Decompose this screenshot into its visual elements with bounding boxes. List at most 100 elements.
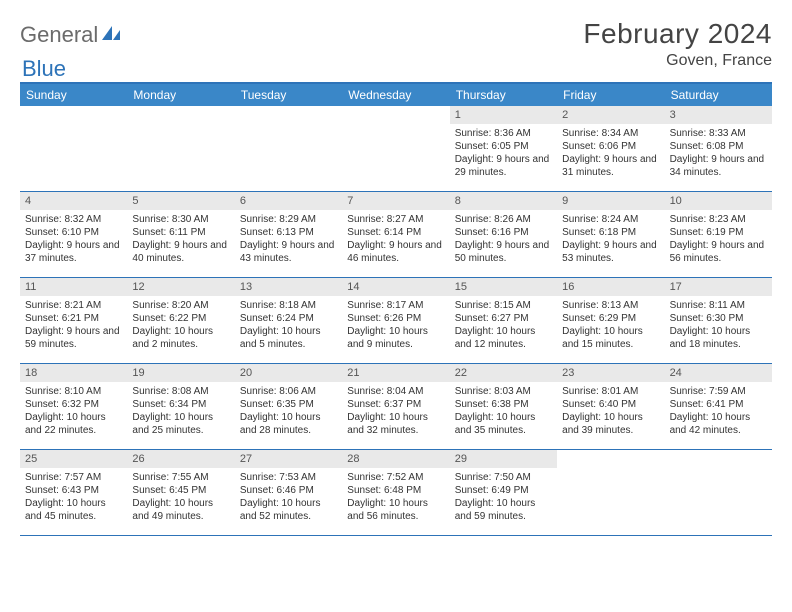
calendar-cell: [557, 450, 664, 536]
day-details: Sunrise: 7:55 AMSunset: 6:45 PMDaylight:…: [127, 470, 234, 526]
sunset-line: Sunset: 6:05 PM: [455, 140, 552, 153]
sunrise-line: Sunrise: 8:30 AM: [132, 213, 229, 226]
logo: General: [20, 18, 122, 48]
calendar-cell: 2Sunrise: 8:34 AMSunset: 6:06 PMDaylight…: [557, 106, 664, 192]
logo-text-1: General: [20, 22, 98, 48]
sunset-line: Sunset: 6:38 PM: [455, 398, 552, 411]
day-number: 14: [342, 278, 449, 296]
calendar-cell: 14 Sunrise: 8:17 AMSunset: 6:26 PMDayligh…: [342, 278, 449, 364]
weekday-header: Monday: [127, 84, 234, 106]
calendar-cell: 18Sunrise: 8:10 AMSunset: 6:32 PMDayligh…: [20, 364, 127, 450]
calendar-cell: 15 Sunrise: 8:15 AMSunset: 6:27 PMDayligh…: [450, 278, 557, 364]
day-number: 26: [127, 450, 234, 468]
sunset-line: Sunset: 6:06 PM: [562, 140, 659, 153]
daylight-line: Daylight: 9 hours and 56 minutes.: [670, 239, 767, 265]
day-number: 24: [665, 364, 772, 382]
day-number: 8: [450, 192, 557, 210]
day-details: Sunrise: 8:23 AMSunset: 6:19 PMDaylight:…: [665, 212, 772, 268]
calendar-cell: 12Sunrise: 8:20 AMSunset: 6:22 PMDayligh…: [127, 278, 234, 364]
day-number: 28: [342, 450, 449, 468]
sunrise-line: Sunrise: 8:32 AM: [25, 213, 122, 226]
day-number: 25: [20, 450, 127, 468]
sunset-line: Sunset: 6:21 PM: [25, 312, 122, 325]
sunrise-line: Sunrise: 8:36 AM: [455, 127, 552, 140]
daylight-line: Daylight: 10 hours and 49 minutes.: [132, 497, 229, 523]
weekday-header: Saturday: [665, 84, 772, 106]
daylight-line: Daylight: 10 hours and 15 minutes.: [562, 325, 659, 351]
calendar-cell: 27Sunrise: 7:53 AMSunset: 6:46 PMDayligh…: [235, 450, 342, 536]
daylight-line: Daylight: 10 hours and 2 minutes.: [132, 325, 229, 351]
day-details: Sunrise: 8:04 AMSunset: 6:37 PMDaylight:…: [342, 384, 449, 440]
calendar-cell: 4Sunrise: 8:32 AMSunset: 6:10 PMDaylight…: [20, 192, 127, 278]
day-details: Sunrise: 8:01 AMSunset: 6:40 PMDaylight:…: [557, 384, 664, 440]
calendar-cell: 22Sunrise: 8:03 AMSunset: 6:38 PMDayligh…: [450, 364, 557, 450]
calendar-cell: 25Sunrise: 7:57 AMSunset: 6:43 PMDayligh…: [20, 450, 127, 536]
sunset-line: Sunset: 6:29 PM: [562, 312, 659, 325]
sunrise-line: Sunrise: 8:08 AM: [132, 385, 229, 398]
calendar-cell: [665, 450, 772, 536]
sunset-line: Sunset: 6:43 PM: [25, 484, 122, 497]
calendar-cell: 11Sunrise: 8:21 AMSunset: 6:21 PMDayligh…: [20, 278, 127, 364]
calendar-cell: [235, 106, 342, 192]
sunset-line: Sunset: 6:41 PM: [670, 398, 767, 411]
day-details: Sunrise: 8:18 AMSunset: 6:24 PMDaylight:…: [235, 298, 342, 354]
sunset-line: Sunset: 6:32 PM: [25, 398, 122, 411]
sunrise-line: Sunrise: 8:23 AM: [670, 213, 767, 226]
day-number: 10: [665, 192, 772, 210]
sunset-line: Sunset: 6:24 PM: [240, 312, 337, 325]
sunrise-line: Sunrise: 8:24 AM: [562, 213, 659, 226]
day-details: Sunrise: 8:33 AMSunset: 6:08 PMDaylight:…: [665, 126, 772, 182]
daylight-line: Daylight: 10 hours and 52 minutes.: [240, 497, 337, 523]
daylight-line: Daylight: 9 hours and 43 minutes.: [240, 239, 337, 265]
calendar-cell: 20Sunrise: 8:06 AMSunset: 6:35 PMDayligh…: [235, 364, 342, 450]
sunset-line: Sunset: 6:30 PM: [670, 312, 767, 325]
day-details: Sunrise: 7:50 AMSunset: 6:49 PMDaylight:…: [450, 470, 557, 526]
daylight-line: Daylight: 9 hours and 37 minutes.: [25, 239, 122, 265]
sunrise-line: Sunrise: 8:06 AM: [240, 385, 337, 398]
day-number: 15: [450, 278, 557, 296]
sunset-line: Sunset: 6:08 PM: [670, 140, 767, 153]
sunset-line: Sunset: 6:22 PM: [132, 312, 229, 325]
day-details: Sunrise: 8:15 AMSunset: 6:27 PMDaylight:…: [450, 298, 557, 354]
day-details: Sunrise: 8:03 AMSunset: 6:38 PMDaylight:…: [450, 384, 557, 440]
day-number: 9: [557, 192, 664, 210]
calendar-cell: [342, 106, 449, 192]
daylight-line: Daylight: 10 hours and 18 minutes.: [670, 325, 767, 351]
sunrise-line: Sunrise: 7:55 AM: [132, 471, 229, 484]
sunset-line: Sunset: 6:40 PM: [562, 398, 659, 411]
sunrise-line: Sunrise: 8:01 AM: [562, 385, 659, 398]
day-number: 19: [127, 364, 234, 382]
daylight-line: Daylight: 9 hours and 34 minutes.: [670, 153, 767, 179]
daylight-line: Daylight: 10 hours and 39 minutes.: [562, 411, 659, 437]
day-details: Sunrise: 8:21 AMSunset: 6:21 PMDaylight:…: [20, 298, 127, 354]
daylight-line: Daylight: 10 hours and 22 minutes.: [25, 411, 122, 437]
daylight-line: Daylight: 10 hours and 28 minutes.: [240, 411, 337, 437]
day-number: 6: [235, 192, 342, 210]
day-number: 23: [557, 364, 664, 382]
daylight-line: Daylight: 10 hours and 59 minutes.: [455, 497, 552, 523]
calendar-cell: 9Sunrise: 8:24 AMSunset: 6:18 PMDaylight…: [557, 192, 664, 278]
calendar-cell: 13Sunrise: 8:18 AMSunset: 6:24 PMDayligh…: [235, 278, 342, 364]
calendar-cell: [20, 106, 127, 192]
daylight-line: Daylight: 10 hours and 12 minutes.: [455, 325, 552, 351]
day-number: 7: [342, 192, 449, 210]
day-details: Sunrise: 8:17 AMSunset: 6:26 PMDaylight:…: [342, 298, 449, 354]
day-details: Sunrise: 8:30 AMSunset: 6:11 PMDaylight:…: [127, 212, 234, 268]
sunset-line: Sunset: 6:16 PM: [455, 226, 552, 239]
month-title: February 2024: [583, 18, 772, 50]
day-number: 5: [127, 192, 234, 210]
daylight-line: Daylight: 10 hours and 32 minutes.: [347, 411, 444, 437]
calendar-cell: 10 Sunrise: 8:23 AMSunset: 6:19 PMDayligh…: [665, 192, 772, 278]
daylight-line: Daylight: 9 hours and 53 minutes.: [562, 239, 659, 265]
calendar-cell: 5 Sunrise: 8:30 AMSunset: 6:11 PMDaylight…: [127, 192, 234, 278]
sunrise-line: Sunrise: 8:20 AM: [132, 299, 229, 312]
calendar-cell: 7Sunrise: 8:27 AMSunset: 6:14 PMDaylight…: [342, 192, 449, 278]
sunrise-line: Sunrise: 8:04 AM: [347, 385, 444, 398]
weekday-header: Tuesday: [235, 84, 342, 106]
calendar-cell: 21Sunrise: 8:04 AMSunset: 6:37 PMDayligh…: [342, 364, 449, 450]
day-number: 4: [20, 192, 127, 210]
sunset-line: Sunset: 6:46 PM: [240, 484, 337, 497]
sunrise-line: Sunrise: 8:03 AM: [455, 385, 552, 398]
sunset-line: Sunset: 6:45 PM: [132, 484, 229, 497]
day-details: Sunrise: 8:11 AMSunset: 6:30 PMDaylight:…: [665, 298, 772, 354]
